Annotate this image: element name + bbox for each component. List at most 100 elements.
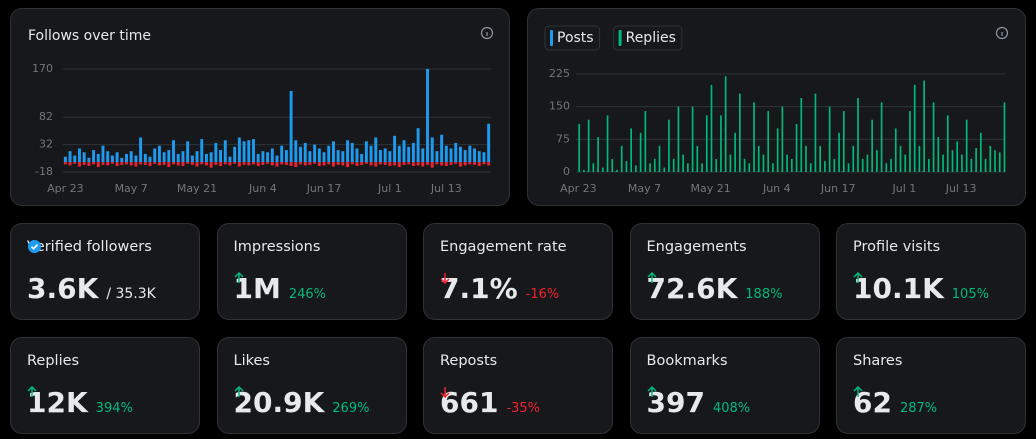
bar bbox=[842, 111, 845, 172]
bar bbox=[449, 148, 453, 163]
bar bbox=[162, 152, 166, 163]
bar bbox=[890, 158, 892, 172]
bar bbox=[143, 162, 147, 165]
bar bbox=[416, 162, 420, 166]
bar bbox=[786, 154, 788, 172]
bar bbox=[383, 162, 387, 165]
bar bbox=[157, 162, 161, 166]
bar bbox=[411, 162, 415, 166]
bar bbox=[209, 152, 213, 163]
card-change: 287% bbox=[853, 386, 938, 416]
bar bbox=[139, 137, 143, 163]
bar bbox=[776, 128, 779, 172]
x-tick-label: Apr 23 bbox=[47, 182, 84, 195]
card-value-row: 397 408% bbox=[646, 386, 750, 419]
card-label: Profile visits bbox=[853, 239, 940, 255]
card-change-text: -35% bbox=[506, 401, 541, 416]
bar bbox=[857, 97, 859, 172]
bar bbox=[172, 162, 175, 165]
bar bbox=[772, 163, 774, 172]
legend-box bbox=[544, 25, 601, 51]
card-label: Replies bbox=[27, 353, 79, 369]
legend-swatch bbox=[550, 30, 553, 46]
bar bbox=[951, 150, 954, 172]
card-label-text: Reposts bbox=[440, 353, 498, 369]
x-tick-label: Jul 1 bbox=[892, 182, 917, 195]
bar bbox=[980, 132, 982, 172]
bar bbox=[942, 154, 944, 172]
bar bbox=[606, 115, 609, 172]
bar bbox=[153, 162, 157, 164]
bar bbox=[388, 162, 392, 166]
bar bbox=[336, 150, 340, 163]
bar bbox=[92, 162, 96, 165]
bar bbox=[237, 137, 241, 163]
stat-card: Engagements 72.6K 188% bbox=[629, 223, 820, 320]
up-arrow bbox=[27, 386, 37, 397]
follows-panel: Follows over time -18 32 82 170 Apr 23 May 7 M… bbox=[10, 8, 510, 206]
bar bbox=[473, 148, 476, 163]
bar bbox=[753, 102, 755, 172]
card-change: 408% bbox=[646, 386, 750, 416]
bar bbox=[743, 158, 746, 172]
bar bbox=[313, 162, 317, 164]
bar bbox=[336, 162, 340, 165]
card-label: Engagements bbox=[647, 239, 747, 255]
bar bbox=[734, 132, 736, 172]
card-value-row: 7.1% -16% bbox=[440, 272, 559, 305]
bar bbox=[233, 146, 237, 163]
stat-card: Engagement rate 7.1% -16% bbox=[423, 223, 613, 320]
bar bbox=[477, 151, 481, 163]
y-tick-label: 82 bbox=[39, 110, 53, 123]
bar bbox=[463, 162, 467, 166]
bar bbox=[644, 111, 647, 172]
bar bbox=[317, 148, 321, 163]
bar bbox=[346, 140, 350, 163]
bar bbox=[819, 145, 822, 172]
bar bbox=[440, 134, 444, 163]
bar bbox=[63, 162, 67, 165]
legend-box bbox=[613, 25, 683, 51]
card-value: 1M bbox=[233, 272, 281, 305]
card-change-text: 269% bbox=[332, 401, 370, 416]
up-arrow bbox=[233, 272, 244, 283]
bar bbox=[482, 152, 486, 163]
card-value-row: 62 287% bbox=[853, 386, 937, 419]
bar bbox=[280, 145, 284, 163]
bar bbox=[167, 150, 171, 163]
bar bbox=[256, 153, 260, 163]
bar bbox=[242, 162, 246, 165]
bar bbox=[965, 119, 968, 172]
bar bbox=[270, 162, 274, 166]
bar bbox=[871, 119, 873, 172]
bar bbox=[477, 162, 481, 166]
legend-label: Replies bbox=[626, 30, 676, 46]
bar bbox=[219, 150, 223, 163]
stat-card: Impressions 1M 246% bbox=[216, 223, 407, 320]
bar bbox=[284, 150, 288, 163]
card-change-text: 105% bbox=[951, 287, 989, 302]
bar bbox=[96, 162, 100, 168]
bar bbox=[341, 162, 345, 166]
bar bbox=[200, 162, 204, 165]
bar bbox=[125, 162, 128, 165]
card-change-text: -16% bbox=[525, 287, 560, 302]
bar bbox=[402, 162, 406, 165]
info-icon[interactable] bbox=[480, 26, 494, 40]
bar bbox=[710, 84, 713, 172]
bar bbox=[468, 162, 472, 165]
bar bbox=[833, 158, 836, 172]
bar bbox=[190, 155, 194, 163]
bar bbox=[658, 145, 661, 172]
card-change-text: 188% bbox=[745, 287, 783, 302]
bar bbox=[601, 167, 604, 172]
card-change: -16% bbox=[440, 273, 560, 302]
card-change-text: 287% bbox=[899, 401, 938, 416]
info-icon[interactable] bbox=[995, 26, 1009, 40]
bar bbox=[458, 162, 462, 167]
up-arrow bbox=[853, 272, 863, 283]
y-tick-label: 75 bbox=[556, 132, 570, 145]
bar bbox=[639, 132, 642, 172]
bar bbox=[880, 102, 883, 172]
bar bbox=[129, 162, 133, 166]
